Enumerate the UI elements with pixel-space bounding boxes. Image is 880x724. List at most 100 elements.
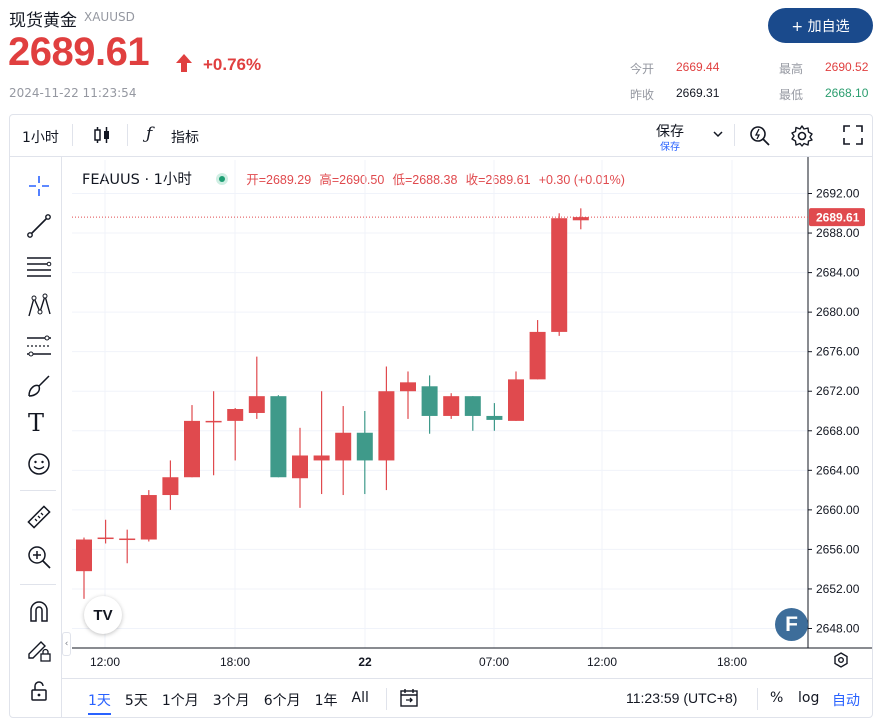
prev-close-label: 昨收 [630, 88, 655, 102]
candle-body [119, 538, 136, 541]
range-tab-5d[interactable]: 5天 [124, 693, 148, 709]
range-tab-1m[interactable]: 1个月 [161, 693, 199, 709]
y-tick-label: 2676.00 [816, 345, 860, 359]
x-tick-label: 18:00 [717, 655, 747, 669]
text-tool-icon[interactable]: T [28, 409, 45, 437]
x-tick-label: 07:00 [479, 655, 509, 669]
legend-low: 低=2688.38 [392, 173, 458, 187]
range-tab-all[interactable]: All [351, 690, 369, 706]
indicators-button[interactable]: 指标 [171, 130, 199, 146]
candle-body [464, 396, 481, 416]
candle-body [292, 455, 308, 479]
y-tick-label: 2664.00 [816, 463, 860, 477]
candle-body [335, 432, 352, 461]
toolbar-divider [72, 124, 73, 146]
quote-timestamp: 2024-11-22 11:23:54 [9, 86, 137, 100]
toolbar-divider [20, 584, 56, 585]
chart-bottom-bar [62, 678, 872, 718]
clock-timezone[interactable]: 11:23:59 (UTC+8) [626, 690, 738, 706]
prev-close-value: 2669.31 [676, 86, 720, 100]
candle-body [400, 382, 416, 392]
candle-body [313, 455, 330, 461]
legend-change: +0.30 (+0.01%) [538, 173, 625, 187]
toolbar-divider [757, 688, 758, 710]
candle-body [551, 218, 568, 332]
range-tabs: 1天 5天 1个月 3个月 6个月 1年 All [88, 690, 369, 715]
drawing-toolbar [10, 157, 62, 717]
legend-open: 开=2689.29 [246, 173, 312, 187]
candle-style-icon[interactable] [92, 125, 112, 145]
last-price-tag [809, 208, 865, 227]
up-arrow-icon [176, 54, 192, 72]
candle-body [162, 477, 179, 496]
candle-body [529, 331, 546, 380]
toolbar-divider [734, 124, 735, 146]
market-status-dot [216, 173, 229, 185]
range-tab-1d[interactable]: 1天 [88, 690, 111, 715]
ruler-icon[interactable] [25, 503, 53, 531]
chevron-down-icon[interactable] [712, 129, 724, 139]
auto-scale-toggle[interactable]: 自动 [832, 693, 860, 709]
y-tick-label: 2656.00 [816, 542, 860, 556]
projection-icon[interactable] [25, 332, 53, 360]
indicator-fx-icon[interactable]: ƒ [146, 124, 153, 144]
save-button[interactable]: 保存 [656, 124, 684, 140]
instrument-symbol: XAUUSD [84, 10, 135, 24]
emoji-icon[interactable] [25, 450, 53, 478]
y-tick-label: 2684.00 [816, 266, 860, 280]
range-tab-3m[interactable]: 3个月 [212, 693, 250, 709]
add-watchlist-button[interactable]: + 加自选 [768, 8, 873, 43]
chart-widget [9, 114, 873, 718]
candle-body [421, 386, 438, 416]
candle-body [184, 420, 200, 478]
open-label: 今开 [630, 62, 655, 76]
candle-body [378, 391, 395, 461]
magnet-icon[interactable] [25, 597, 53, 625]
low-label: 最低 [779, 88, 804, 102]
toolbar-divider [127, 124, 128, 146]
y-tick-label: 2660.00 [816, 503, 860, 517]
tradingview-logo[interactable]: TV [84, 596, 122, 634]
candle-body [443, 396, 460, 416]
settings-gear-icon[interactable] [790, 124, 814, 148]
open-value: 2669.44 [676, 60, 720, 74]
y-tick-label: 2672.00 [816, 384, 860, 398]
collapse-toolbar-handle[interactable]: ‹ [62, 632, 71, 656]
trend-line-icon[interactable] [25, 212, 53, 240]
chart-top-toolbar [10, 115, 872, 157]
lock-icon[interactable] [25, 677, 53, 705]
last-price: 2689.61 [8, 30, 150, 74]
y-tick-label: 2680.00 [816, 305, 860, 319]
range-tab-6m[interactable]: 6个月 [263, 693, 301, 709]
instrument-title: 现货黄金 [9, 11, 77, 31]
log-scale-toggle[interactable]: log [798, 690, 820, 706]
axis-settings-icon[interactable] [832, 651, 850, 669]
interval-selector[interactable]: 1小时 [22, 130, 59, 146]
candle-body [508, 379, 524, 421]
candle-body [248, 396, 265, 413]
high-label: 最高 [779, 62, 804, 76]
y-tick-label: 2652.00 [816, 582, 860, 596]
last-price-label: 2689.61 [816, 211, 860, 225]
pattern-icon[interactable] [25, 292, 53, 320]
legend-close: 收=2689.61 [465, 173, 531, 187]
quick-search-icon[interactable] [748, 124, 772, 148]
percent-scale-toggle[interactable]: % [770, 690, 784, 706]
goto-date-icon[interactable] [398, 687, 420, 709]
horizontal-lines-icon[interactable] [25, 252, 53, 280]
candle-body [97, 537, 114, 540]
change-percent: +0.76% [203, 55, 262, 74]
lock-pencil-icon[interactable] [25, 636, 53, 664]
candle-body [140, 495, 157, 540]
x-tick-label: 22 [358, 655, 372, 669]
fullscreen-icon[interactable] [842, 124, 864, 146]
brush-icon[interactable] [25, 372, 53, 400]
f-badge-icon[interactable]: F [775, 608, 808, 641]
crosshair-icon[interactable] [25, 172, 53, 200]
zoom-in-icon[interactable] [25, 543, 53, 571]
candle-body [205, 420, 222, 423]
candle-body [76, 539, 92, 572]
range-tab-1y[interactable]: 1年 [314, 693, 338, 709]
x-tick-label: 18:00 [220, 655, 250, 669]
